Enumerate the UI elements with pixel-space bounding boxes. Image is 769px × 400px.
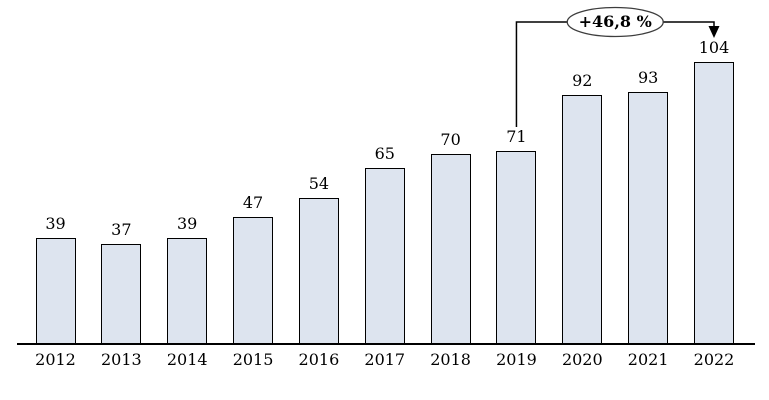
change-annotation-label: +46,8 % (578, 12, 652, 31)
bar-value-label: 104 (698, 38, 730, 57)
x-axis-label: 2012 (35, 350, 76, 369)
bar-value-label: 39 (177, 214, 198, 233)
bar (628, 92, 669, 344)
bar (430, 154, 471, 344)
x-axis-label: 2018 (430, 350, 471, 369)
bar-value-label: 39 (45, 214, 66, 233)
bar-value-label: 37 (111, 220, 132, 239)
arrowhead-icon (708, 26, 720, 38)
x-axis-label: 2014 (166, 350, 208, 369)
bar-value-label: 70 (440, 130, 461, 149)
x-axis-label: 2013 (100, 350, 142, 369)
bar (694, 62, 734, 344)
x-axis-line (17, 343, 755, 345)
bar-value-label: 65 (374, 144, 395, 163)
bar-value-label: 47 (242, 193, 264, 212)
bar (364, 168, 405, 344)
x-axis-label: 2020 (561, 350, 603, 369)
bar (101, 244, 142, 344)
x-axis-label: 2015 (232, 350, 274, 369)
bar-value-label: 92 (572, 71, 593, 90)
bar (298, 198, 339, 344)
bar-value-label: 54 (308, 174, 330, 193)
bar-value-label: 93 (637, 68, 659, 87)
bar (35, 238, 76, 344)
bar (233, 217, 274, 344)
x-axis-label: 2019 (496, 350, 537, 369)
bar (562, 95, 603, 344)
x-axis-label: 2017 (364, 350, 406, 369)
bar (167, 238, 208, 344)
x-axis-label: 2021 (627, 350, 669, 369)
x-axis-label: 2016 (298, 350, 340, 369)
bar (496, 151, 537, 344)
bar-value-label: 71 (506, 127, 527, 146)
x-axis-label: 2022 (693, 350, 735, 369)
